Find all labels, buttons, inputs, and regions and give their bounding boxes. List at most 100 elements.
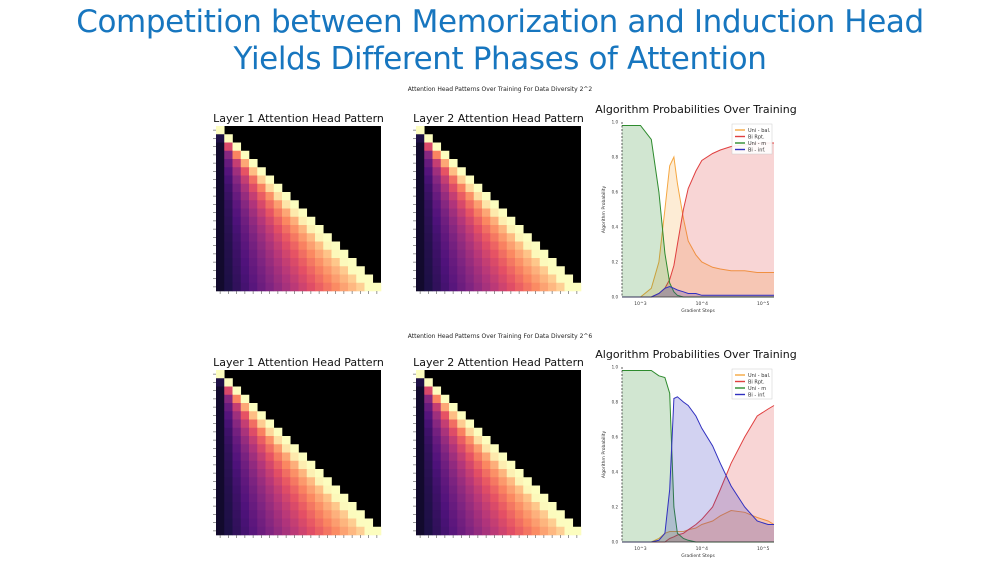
heatmap-cell [457,258,466,267]
heatmap-cell [424,225,433,234]
heatmap-cell [315,225,324,234]
heatmap-cell [473,216,483,226]
heatmap-cell [416,419,425,429]
heatmap-cell [416,452,425,462]
heatmap-cell [416,378,425,387]
heatmap-cell [539,526,549,536]
heatmap-cell [216,150,225,160]
heatmap-cell [249,419,258,429]
heatmap-cell [457,225,466,234]
heatmap-cell [424,411,433,420]
heatmap-cell [440,225,450,234]
heatmap-cell [523,518,532,528]
heatmap-cell [440,241,450,251]
heatmap-cell [348,274,357,284]
heatmap-cell [416,436,425,445]
heatmap-cell [356,526,365,536]
heatmap-cell [232,200,242,209]
x-tick-label: 10^5 [757,301,769,307]
heatmap-cell [224,200,233,209]
heatmap-cell [290,502,299,511]
heatmap-cell [424,510,433,519]
heatmap-cell [290,258,299,267]
heatmap-cell [539,274,549,284]
heatmap-cell [265,249,275,259]
x-axis-label: Gradient Steps [681,308,715,314]
heatmap-cell [265,282,275,292]
heatmap-cell [240,192,250,201]
heatmap-cell [249,200,258,209]
heatmap-cell [490,493,499,503]
heatmap-cell [473,266,483,275]
heatmap-cell [331,493,341,503]
heatmap-cell [240,436,250,445]
heatmap-cell [257,477,266,486]
heatmap-cell [473,200,483,209]
heatmap-cell [290,233,299,242]
heatmap-cell [440,419,450,429]
heatmap-cell [424,274,433,284]
heatmap-cell [416,274,425,284]
heatmap-cell [240,403,250,412]
heatmap-cell [249,233,258,242]
heatmap-cell [224,159,233,168]
heatmap-cell [523,233,532,242]
heatmap-cell [539,518,549,528]
heatmap-cell [515,485,524,495]
heatmap-cell [515,266,524,275]
heatmap-cell [257,460,266,470]
legend-label: Uni - bal. [748,128,771,134]
heatmap-cell [257,241,266,251]
heatmap-cell [506,266,516,275]
heatmap-cell [216,249,225,259]
heatmap-cell [298,258,308,267]
heatmap-cell [216,477,225,486]
panel-title-top: Attention Head Patterns Over Training Fo… [407,86,593,93]
heatmap-cell [457,477,466,486]
heatmap-cell [432,241,442,251]
heatmap-cell [273,460,283,470]
heatmap-cell [432,142,442,152]
heatmap-cell [224,411,233,420]
heatmap-cell [265,510,275,519]
x-tick-label: 10^4 [696,546,708,552]
heatmap-cell [339,274,349,284]
heatmap-cell [490,444,499,453]
heatmap-cell [457,518,466,528]
heatmap-cell [232,403,242,412]
heatmap-cell [548,282,557,292]
heatmap-cell [424,518,433,528]
heatmap-cell [298,452,308,462]
heatmap-cell [232,444,242,453]
heatmap-cell [257,526,266,536]
legend-label: Bi - inf. [748,392,766,398]
heatmap-cell [331,510,341,519]
heatmap-cell [482,518,491,528]
heatmap-cell [216,266,225,275]
heatmap-cell [424,142,433,152]
heatmap-cell [290,460,299,470]
heatmap-cell [465,225,475,234]
heatmap-cell [515,469,524,478]
heatmap-cell [490,208,499,218]
heatmap-cell [490,485,499,495]
heatmap-cell [531,485,541,495]
heatmap-cell [240,233,250,242]
heatmap-cell [523,249,532,259]
heatmap-cell [440,485,450,495]
heatmap-cell [306,216,316,226]
heatmap-cell [457,249,466,259]
heatmap-cell [473,282,483,292]
heatmap-cell [498,452,508,462]
heatmap-cell [273,469,283,478]
heatmap-cell [490,225,499,234]
heatmap-cell [323,477,332,486]
heatmap-cell [531,266,541,275]
heatmap-cell [424,192,433,201]
heatmap-cell [216,258,225,267]
heatmap-cell [216,526,225,536]
heatmap-cell [548,502,557,511]
heatmap-cell [323,518,332,528]
heatmap-cell [498,258,508,267]
y-tick-label: 0.8 [612,155,619,160]
